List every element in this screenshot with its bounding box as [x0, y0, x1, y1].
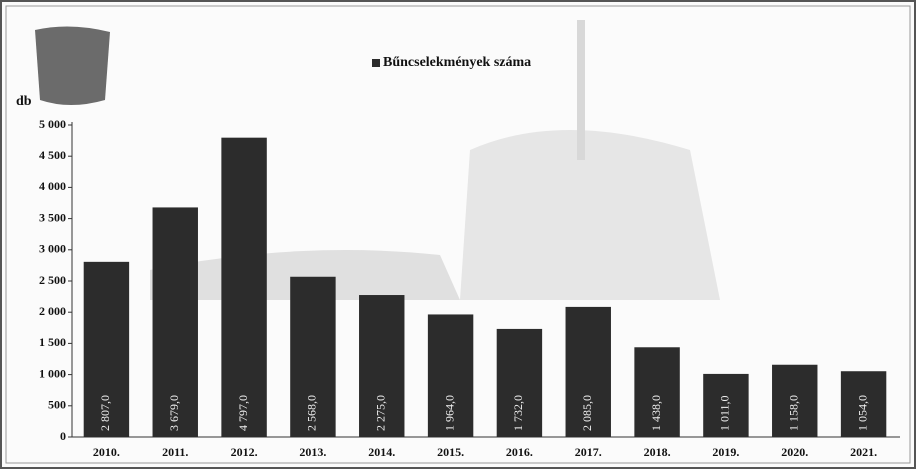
y-tick-label: 2 000	[39, 304, 66, 318]
bar	[359, 295, 405, 437]
bar	[427, 314, 474, 437]
legend-swatch	[372, 59, 380, 67]
y-tick-label: 4 500	[39, 148, 66, 162]
bar	[496, 328, 543, 437]
x-tick-label: 2013.	[299, 445, 326, 459]
value-label: 3 679,0	[167, 395, 181, 431]
value-label: 4 797,0	[236, 395, 250, 431]
x-tick-label: 2012.	[231, 445, 258, 459]
value-label: 2 807,0	[98, 395, 112, 431]
y-tick-label: 1 000	[39, 366, 66, 380]
y-axis-label: db	[16, 94, 32, 109]
value-label: 1 011,0	[718, 395, 732, 431]
y-tick-label: 3 500	[39, 210, 66, 224]
value-label: 2 568,0	[305, 395, 319, 431]
background-building	[460, 130, 720, 300]
value-label: 1 438,0	[649, 395, 663, 431]
y-tick-label: 500	[48, 398, 66, 412]
value-label: 1 158,0	[787, 395, 801, 431]
x-tick-label: 2010.	[93, 445, 120, 459]
bar	[221, 137, 267, 437]
background-tower	[577, 20, 585, 160]
x-tick-label: 2021.	[850, 445, 877, 459]
bar	[840, 371, 887, 437]
x-tick-label: 2014.	[368, 445, 395, 459]
x-tick-label: 2015.	[437, 445, 464, 459]
value-label: 1 054,0	[855, 395, 869, 431]
bar	[152, 207, 198, 437]
bar	[772, 364, 818, 437]
bar	[290, 276, 336, 437]
inner-frame	[5, 5, 911, 464]
value-label: 2 275,0	[374, 395, 388, 431]
y-tick-label: 1 500	[39, 335, 66, 349]
x-tick-label: 2011.	[162, 445, 188, 459]
bar	[83, 261, 130, 437]
x-tick-label: 2020.	[781, 445, 808, 459]
y-tick-label: 0	[60, 429, 66, 443]
value-label: 1 732,0	[511, 395, 525, 431]
value-label: 2 085,0	[580, 395, 594, 431]
x-tick-label: 2017.	[575, 445, 602, 459]
x-tick-label: 2019.	[712, 445, 739, 459]
legend-label: Bűncselekmények száma	[383, 55, 531, 70]
logo	[35, 26, 110, 106]
y-tick-label: 2 500	[39, 273, 66, 287]
y-tick-label: 3 000	[39, 242, 66, 256]
x-tick-label: 2018.	[644, 445, 671, 459]
bar	[634, 347, 680, 437]
y-tick-label: 4 000	[39, 179, 66, 193]
value-label: 1 964,0	[442, 395, 456, 431]
y-tick-label: 5 000	[39, 117, 66, 131]
x-tick-label: 2016.	[506, 445, 533, 459]
bar	[565, 306, 611, 437]
bar	[703, 373, 749, 437]
